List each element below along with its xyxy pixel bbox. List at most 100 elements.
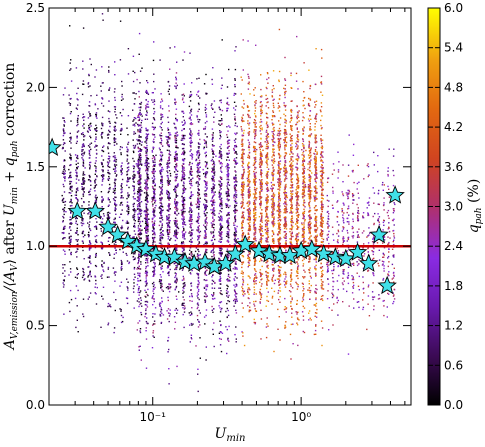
scatter-point [69,176,71,178]
scatter-point [213,168,215,170]
scatter-point [303,294,305,296]
scatter-point [205,183,207,186]
scatter-point [190,131,192,133]
scatter-point [213,235,215,237]
scatter-point [226,302,228,305]
scatter-point [168,204,170,206]
scatter-point [138,142,141,145]
scatter-point [154,165,156,167]
scatter-point [205,284,207,286]
scatter-point [204,300,207,302]
scatter-point [189,207,191,209]
scatter-point [220,215,223,218]
scatter-point [62,264,64,266]
scatter-point [154,313,156,315]
scatter-point [133,92,135,94]
scatter-point [76,175,78,178]
scatter-point [226,168,228,170]
scatter-point [176,84,178,87]
scatter-point [69,132,71,135]
scatter-point [102,298,104,300]
scatter-point [122,251,124,253]
scatter-point [146,242,149,244]
scatter-point [139,180,141,182]
scatter-point [220,226,222,228]
scatter-point [139,194,142,197]
scatter-point [134,252,136,255]
scatter-point [159,313,161,316]
scatter-point [101,264,103,266]
scatter-point [168,199,170,201]
scatter-point [212,220,214,223]
scatter-point [137,160,139,162]
scatter-point [234,85,236,88]
scatter-point [184,284,186,286]
scatter-point [220,231,223,233]
scatter-point [69,174,72,177]
scatter-point [76,256,78,258]
scatter-point [309,289,312,292]
scatter-point [234,220,237,222]
scatter-point [234,263,237,265]
scatter-point [241,212,244,215]
scatter-point [144,213,147,216]
scatter-point [197,226,199,229]
scatter-point [139,330,141,332]
scatter-point [70,176,72,179]
scatter-point [295,212,297,214]
scatter-point [197,95,200,97]
scatter-point [127,115,130,117]
scatter-point [159,154,162,156]
scatter-point [126,222,129,224]
scatter-point [153,216,155,218]
scatter-point [183,199,186,201]
scatter-point [145,210,147,212]
scatter-point [234,68,237,71]
scatter-point [189,195,192,198]
scatter-point [220,188,222,190]
scatter-point [95,225,97,227]
scatter-point [234,334,236,336]
scatter-point [148,218,150,220]
scatter-point [196,314,199,317]
scatter-point [159,282,162,285]
scatter-point [89,167,91,169]
scatter-point [134,71,136,74]
scatter-point [191,313,193,316]
scatter-point [140,302,142,305]
scatter-point [162,271,164,273]
scatter-point [114,280,116,282]
scatter-point [228,167,230,169]
scatter-point [205,228,208,230]
scatter-point [159,125,161,128]
scatter-point [152,101,154,103]
scatter-point [74,194,77,196]
scatter-point [121,320,124,323]
scatter-point [160,307,162,309]
scatter-point [205,201,208,203]
scatter-point [235,144,237,147]
scatter-point [69,289,72,292]
scatter-point [190,109,192,112]
scatter-point [198,282,200,284]
scatter-point [126,302,129,305]
scatter-point [94,276,97,278]
scatter-point [153,171,155,173]
scatter-point [198,231,201,234]
scatter-point [182,135,185,137]
scatter-point [168,272,170,274]
scatter-point [127,143,129,145]
scatter-point [88,201,90,203]
scatter-point [144,255,146,257]
scatter-point [168,348,170,351]
scatter-point [89,261,91,263]
scatter-point [254,153,257,155]
scatter-point [160,240,162,242]
scatter-point [175,268,178,271]
scatter-point [140,256,142,258]
scatter-point [161,184,164,186]
scatter-point [153,274,155,276]
scatter-point [286,172,288,174]
scatter-point [159,207,161,210]
scatter-point [152,205,154,207]
